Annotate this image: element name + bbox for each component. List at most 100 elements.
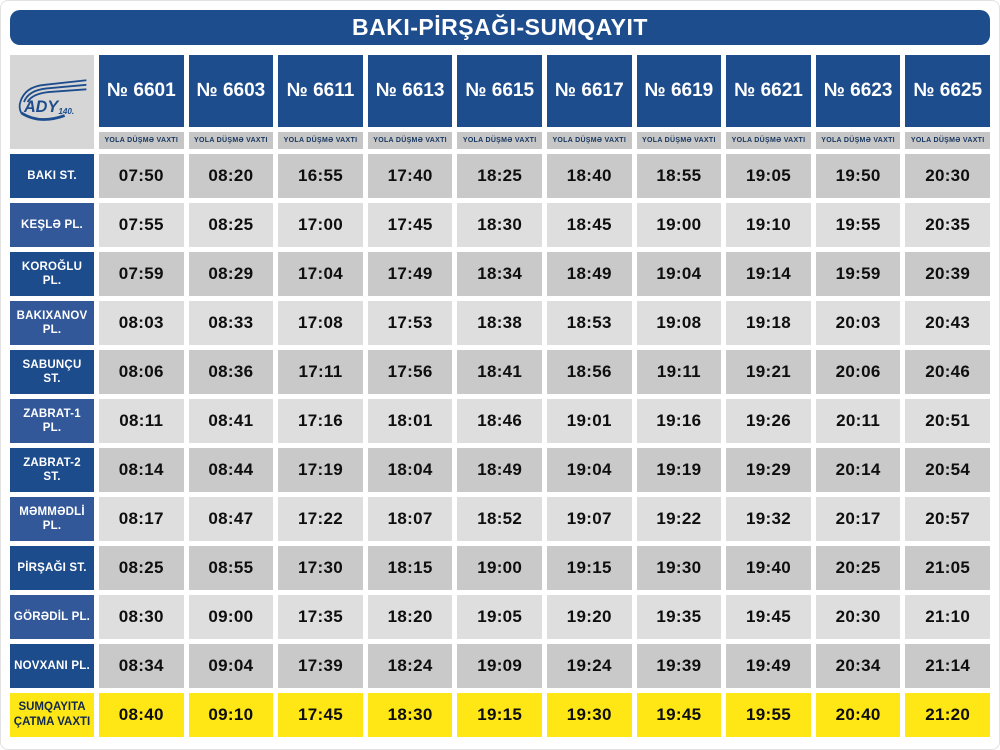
time-cell: 07:55 [99, 203, 184, 247]
departure-time-label: YOLA DÜŞMƏ VAXTI [278, 132, 363, 149]
time-cell: 18:24 [367, 644, 453, 688]
time-cell: 20:06 [815, 350, 901, 394]
time-cell: 08:25 [99, 546, 184, 590]
time-cell: 19:11 [636, 350, 722, 394]
station-label: GÖRƏDİL PL. [10, 595, 94, 639]
time-cell: 17:39 [278, 644, 363, 688]
train-number-header: № 6603 [188, 55, 274, 127]
time-cell: 20:11 [815, 399, 901, 443]
time-cell: 08:29 [188, 252, 274, 296]
time-cell: 20:34 [815, 644, 901, 688]
departure-time-label: YOLA DÜŞMƏ VAXTI [636, 132, 722, 149]
route-title-bar: BAKI-PİRŞAĞI-SUMQAYIT [10, 10, 990, 45]
time-cell: 19:04 [546, 448, 632, 492]
time-cell: 19:05 [726, 154, 811, 198]
time-cell: 20:51 [905, 399, 990, 443]
ady-logo: ADY 140. [10, 55, 94, 149]
time-cell: 19:16 [636, 399, 722, 443]
route-title: BAKI-PİRŞAĞI-SUMQAYIT [352, 14, 648, 40]
ady-logo-badge: 140. [58, 107, 74, 116]
time-cell: 17:11 [278, 350, 363, 394]
time-cell: 09:04 [188, 644, 274, 688]
arrival-time-cell: 19:45 [636, 693, 722, 737]
arrival-time-cell: 21:20 [905, 693, 990, 737]
time-cell: 17:22 [278, 497, 363, 541]
station-label: KEŞLƏ PL. [10, 203, 94, 247]
time-cell: 19:08 [636, 301, 722, 345]
time-cell: 20:57 [905, 497, 990, 541]
departure-time-label: YOLA DÜŞMƏ VAXTI [546, 132, 632, 149]
time-cell: 18:49 [546, 252, 632, 296]
time-cell: 17:19 [278, 448, 363, 492]
time-cell: 08:06 [99, 350, 184, 394]
arrival-time-cell: 18:30 [367, 693, 453, 737]
station-label: ZABRAT-2 ST. [10, 448, 94, 492]
time-cell: 17:04 [278, 252, 363, 296]
time-cell: 20:17 [815, 497, 901, 541]
arrival-station-label: SUMQAYITA ÇATMA VAXTI [10, 693, 94, 737]
time-cell: 19:45 [726, 595, 811, 639]
time-cell: 20:54 [905, 448, 990, 492]
time-cell: 18:55 [636, 154, 722, 198]
time-cell: 17:30 [278, 546, 363, 590]
arrival-time-cell: 08:40 [99, 693, 184, 737]
station-label: MƏMMƏDLİ PL. [10, 497, 94, 541]
time-cell: 17:08 [278, 301, 363, 345]
time-cell: 17:00 [278, 203, 363, 247]
time-cell: 19:21 [726, 350, 811, 394]
departure-time-label: YOLA DÜŞMƏ VAXTI [815, 132, 901, 149]
time-cell: 08:03 [99, 301, 184, 345]
station-label: KOROĞLU PL. [10, 252, 94, 296]
time-cell: 18:34 [457, 252, 542, 296]
time-cell: 18:38 [457, 301, 542, 345]
time-cell: 19:18 [726, 301, 811, 345]
time-cell: 18:15 [367, 546, 453, 590]
arrival-time-cell: 20:40 [815, 693, 901, 737]
time-cell: 09:00 [188, 595, 274, 639]
time-cell: 08:34 [99, 644, 184, 688]
time-cell: 17:40 [367, 154, 453, 198]
train-number-header: № 6619 [636, 55, 722, 127]
time-cell: 17:49 [367, 252, 453, 296]
train-number-header: № 6623 [815, 55, 901, 127]
time-cell: 18:53 [546, 301, 632, 345]
arrival-time-cell: 17:45 [278, 693, 363, 737]
time-cell: 21:05 [905, 546, 990, 590]
time-cell: 17:16 [278, 399, 363, 443]
time-cell: 19:00 [457, 546, 542, 590]
time-cell: 18:45 [546, 203, 632, 247]
time-cell: 18:07 [367, 497, 453, 541]
time-cell: 19:15 [546, 546, 632, 590]
time-cell: 20:30 [815, 595, 901, 639]
time-cell: 08:47 [188, 497, 274, 541]
station-label: BAKIXANOV PL. [10, 301, 94, 345]
time-cell: 19:14 [726, 252, 811, 296]
time-cell: 19:50 [815, 154, 901, 198]
station-label: PİRŞAĞI ST. [10, 546, 94, 590]
time-cell: 16:55 [278, 154, 363, 198]
time-cell: 19:05 [457, 595, 542, 639]
time-cell: 19:40 [726, 546, 811, 590]
time-cell: 19:29 [726, 448, 811, 492]
departure-time-label: YOLA DÜŞMƏ VAXTI [367, 132, 453, 149]
arrival-time-cell: 19:55 [726, 693, 811, 737]
departure-time-label: YOLA DÜŞMƏ VAXTI [457, 132, 542, 149]
timetable-grid: ADY 140. № 6601 YOLA DÜŞMƏ VAXTI № 6603 YOL… [10, 55, 990, 737]
time-cell: 19:55 [815, 203, 901, 247]
time-cell: 20:30 [905, 154, 990, 198]
time-cell: 19:04 [636, 252, 722, 296]
time-cell: 19:35 [636, 595, 722, 639]
time-cell: 17:45 [367, 203, 453, 247]
time-cell: 19:10 [726, 203, 811, 247]
train-number-header: № 6617 [546, 55, 632, 127]
time-cell: 07:59 [99, 252, 184, 296]
time-cell: 08:25 [188, 203, 274, 247]
ady-logo-icon: ADY 140. [18, 79, 87, 121]
departure-time-label: YOLA DÜŞMƏ VAXTI [905, 132, 990, 149]
time-cell: 19:32 [726, 497, 811, 541]
time-cell: 08:44 [188, 448, 274, 492]
time-cell: 08:36 [188, 350, 274, 394]
station-label: SABUNÇU ST. [10, 350, 94, 394]
time-cell: 19:24 [546, 644, 632, 688]
